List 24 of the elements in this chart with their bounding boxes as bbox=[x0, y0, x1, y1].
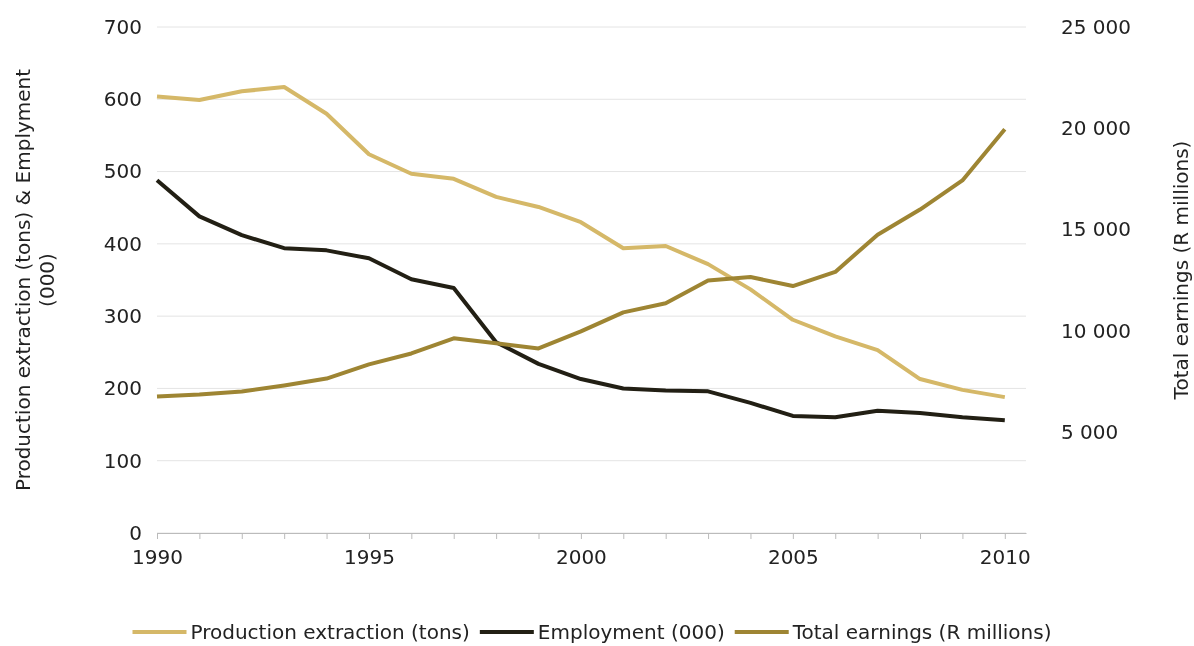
y-tick-label: 400 bbox=[103, 231, 142, 256]
y2-tick-label: 5 000 bbox=[1061, 419, 1119, 444]
legend-label: Employment (000) bbox=[537, 620, 725, 644]
legend-label: Production extraction (tons) bbox=[190, 620, 470, 644]
y2-axis-title: Total earnings (R millions) bbox=[1169, 140, 1193, 401]
y2-tick-label: 15 000 bbox=[1061, 217, 1131, 242]
y-tick-label: 0 bbox=[129, 520, 142, 545]
y-tick-label: 700 bbox=[103, 14, 142, 39]
y-tick-label: 200 bbox=[103, 376, 142, 401]
legend-label: Total earnings (R millions) bbox=[791, 620, 1052, 644]
y2-tick-label: 10 000 bbox=[1061, 318, 1131, 343]
x-tick-label: 1990 bbox=[132, 545, 183, 569]
y-tick-label: 100 bbox=[103, 448, 142, 473]
x-tick-label: 1995 bbox=[344, 545, 395, 569]
x-tick-label: 2010 bbox=[979, 545, 1031, 569]
y-tick-label: 300 bbox=[103, 304, 142, 329]
x-tick-label: 2005 bbox=[767, 545, 819, 569]
x-tick-label: 2000 bbox=[555, 545, 607, 569]
y2-tick-label: 25 000 bbox=[1061, 14, 1131, 39]
y-axis-title: Production extraction (tons) & Emplyment (000) bbox=[11, 68, 59, 492]
line-series bbox=[155, 178, 1007, 423]
y-tick-label: 500 bbox=[103, 159, 142, 184]
y-tick-label: 600 bbox=[103, 87, 142, 112]
y2-tick-label: 20 000 bbox=[1061, 116, 1131, 141]
